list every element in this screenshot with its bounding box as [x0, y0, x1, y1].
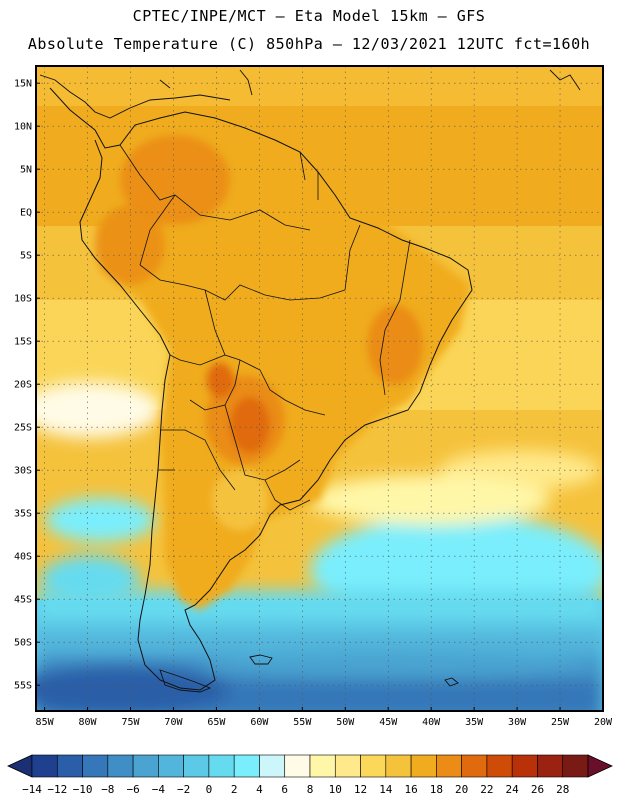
lat-tick-label: 25S	[14, 423, 32, 434]
lon-tick-label: 25W	[551, 717, 570, 728]
colorbar-tick-label: 0	[206, 783, 213, 796]
colorbar-swatch	[461, 754, 488, 778]
colorbar-tick-label: 14	[379, 783, 393, 796]
lon-tick-label: 20W	[594, 717, 613, 728]
colorbar-swatch	[259, 754, 286, 778]
colorbar-swatch	[233, 754, 260, 778]
colorbar-tick-label: −2	[177, 783, 190, 796]
colorbar-tick-label: 20	[455, 783, 468, 796]
lon-tick-label: 45W	[379, 717, 398, 728]
colorbar-swatch	[31, 754, 58, 778]
colorbar-tick-label: 2	[231, 783, 238, 796]
lat-tick-label: 15N	[14, 79, 32, 90]
colorbar-tick-label: −10	[73, 783, 93, 796]
colorbar-tick-label: −12	[47, 783, 67, 796]
temperature-colorbar: −14 −12 −10 −8 −6 −4 −2 0 2 4 6 8 10 12 14 16 18 20 22 24 26…	[7, 754, 613, 796]
colorbar-swatch	[183, 754, 210, 778]
temperature-field	[36, 66, 603, 711]
colorbar-tick-label: 26	[531, 783, 544, 796]
colorbar-tick-label: −14	[22, 783, 42, 796]
colorbar-swatch	[208, 754, 235, 778]
lon-tick-label: 65W	[207, 717, 226, 728]
colorbar-tick-label: 12	[354, 783, 367, 796]
map-title-line-2: Absolute Temperature (C) 850hPa — 12/03/…	[27, 35, 591, 53]
colorbar-tick-label: 22	[480, 783, 493, 796]
colorbar-swatch	[410, 754, 437, 778]
lat-tick-label: EQ	[20, 208, 32, 219]
lat-tick-label: 5S	[20, 251, 32, 262]
lon-tick-label: 80W	[79, 717, 98, 728]
lon-tick-label: 30W	[508, 717, 527, 728]
colorbar-swatch	[334, 754, 361, 778]
colorbar-swatch	[309, 754, 336, 778]
colorbar-swatch	[537, 754, 564, 778]
colorbar-swatch	[360, 754, 387, 778]
lon-tick-label: 75W	[121, 717, 140, 728]
colorbar-swatch	[56, 754, 83, 778]
latitude-axis: 15N 10N 5N EQ 5S 10S 15S 20S 25S 30S 35S 40S 45S 50S 5…	[14, 79, 40, 692]
coastline-and-borders	[39, 69, 581, 693]
lat-tick-label: 50S	[14, 638, 32, 649]
lat-tick-label: 30S	[14, 466, 32, 477]
colorbar-tick-label: 6	[281, 783, 288, 796]
lon-tick-label: 70W	[164, 717, 183, 728]
lat-tick-label: 20S	[14, 380, 32, 391]
islands	[159, 654, 459, 693]
colorbar-tick-label: 16	[404, 783, 417, 796]
colorbar-tick-label: 28	[556, 783, 569, 796]
south-america-coastline	[49, 87, 473, 691]
colorbar-tick-label: −6	[126, 783, 139, 796]
colorbar-swatch	[158, 754, 184, 778]
colorbar-swatch	[511, 754, 538, 778]
colorbar-swatch	[284, 754, 311, 778]
longitude-axis: 85W 80W 75W 70W 65W 60W 55W 50W 45W 40W 35W 30W 25W 2…	[36, 707, 613, 728]
colorbar-over-arrow	[587, 754, 613, 778]
lon-tick-label: 85W	[36, 717, 55, 728]
lon-tick-label: 60W	[250, 717, 269, 728]
lat-tick-label: 45S	[14, 595, 32, 606]
map-frame	[35, 65, 604, 712]
colorbar-tick-label: 8	[307, 783, 314, 796]
colorbar-tick-label: 10	[329, 783, 342, 796]
central-america-coastline	[39, 69, 581, 119]
lat-tick-label: 15S	[14, 337, 32, 348]
country-borders	[119, 144, 411, 511]
colorbar-swatch	[385, 754, 412, 778]
lat-tick-label: 35S	[14, 509, 32, 520]
lat-tick-label: 55S	[14, 681, 32, 692]
lat-tick-label: 5N	[20, 165, 32, 176]
colorbar-tick-label: −8	[101, 783, 114, 796]
colorbar-tick-label: 4	[256, 783, 263, 796]
lon-tick-label: 40W	[422, 717, 441, 728]
colorbar-swatch	[107, 754, 134, 778]
lon-tick-label: 50W	[336, 717, 355, 728]
map-title-line-1: CPTEC/INPE/MCT — Eta Model 15km — GFS	[132, 7, 486, 25]
lat-tick-label: 40S	[14, 552, 32, 563]
colorbar-swatch	[562, 754, 589, 778]
lon-tick-label: 55W	[293, 717, 312, 728]
lat-tick-label: 10S	[14, 294, 32, 305]
colorbar-swatch	[132, 754, 159, 778]
colorbar-tick-label: 24	[506, 783, 520, 796]
lon-tick-label: 35W	[465, 717, 484, 728]
colorbar-swatch	[82, 754, 109, 778]
colorbar-tick-label: −4	[152, 783, 166, 796]
colorbar-under-arrow	[7, 754, 33, 778]
colorbar-tick-label: 18	[430, 783, 443, 796]
colorbar-swatch	[436, 754, 462, 778]
lat-tick-label: 10N	[14, 122, 32, 133]
colorbar-swatch	[486, 754, 513, 778]
